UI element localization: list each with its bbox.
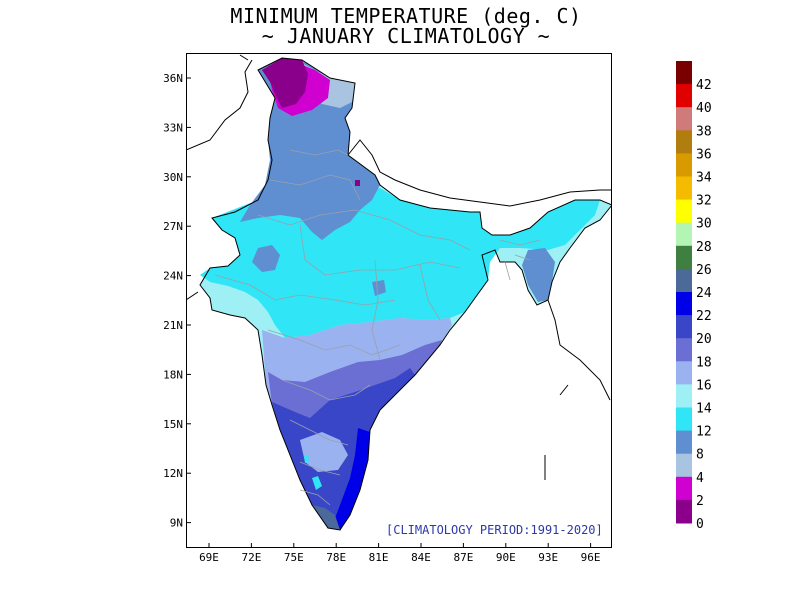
colorbar-label: 0 — [696, 517, 704, 532]
colorbar-segment — [676, 315, 692, 339]
colorbar-segment — [676, 268, 692, 293]
x-tick-label: 84E — [411, 551, 431, 564]
y-tick-label: 12N — [163, 467, 183, 480]
colorbar-label: 12 — [696, 425, 712, 440]
colorbar-segment — [676, 338, 692, 362]
colorbar-segment — [676, 153, 692, 177]
neighbour-border-west — [186, 54, 253, 301]
colorbar-label: 4 — [696, 471, 704, 486]
colorbar-segment — [676, 222, 692, 247]
x-tick-label: 69E — [199, 551, 219, 564]
colorbar-segment — [676, 430, 692, 455]
climatology-period-label: [CLIMATOLOGY PERIOD:1991-2020] — [386, 523, 603, 537]
colorbar-label: 38 — [696, 124, 712, 139]
map-title-line2: ~ JANUARY CLIMATOLOGY ~ — [261, 24, 551, 48]
state-boundaries — [214, 149, 541, 506]
colorbar-segment — [676, 199, 692, 224]
colorbar-label: 20 — [696, 332, 712, 347]
x-tick-label: 75E — [284, 551, 304, 564]
colorbar-label: 42 — [696, 78, 712, 93]
x-tick-label: 93E — [538, 551, 558, 564]
x-tick-label: 78E — [326, 551, 346, 564]
map-frame — [186, 53, 612, 548]
colorbar-label: 24 — [696, 286, 712, 301]
colorbar-label: 40 — [696, 101, 712, 116]
x-axis: 69E 72E 75E 78E 81E 84E 87E 90E 93E 96E — [199, 543, 601, 564]
y-tick-label: 9N — [170, 517, 183, 530]
colorbar-label: 22 — [696, 309, 712, 324]
colorbar-label: 32 — [696, 194, 712, 209]
band-below-0-spot — [355, 180, 360, 186]
colorbar-label: 34 — [696, 171, 712, 186]
x-tick-label: 72E — [241, 551, 261, 564]
colorbar-segment — [676, 107, 692, 131]
y-tick-label: 15N — [163, 418, 183, 431]
band-20-22 — [332, 428, 370, 530]
x-tick-label: 81E — [369, 551, 389, 564]
band-4-8-east-patch — [372, 280, 386, 296]
band-8-12-hills — [304, 455, 309, 463]
y-tick-label: 36N — [163, 72, 183, 85]
colorbar-segment — [676, 61, 692, 85]
colorbar-segment — [676, 499, 692, 524]
band-4-8-central-patch — [252, 245, 280, 272]
colorbar-label: 2 — [696, 494, 704, 509]
colorbar-segment — [676, 292, 692, 316]
colorbar-segment — [676, 476, 692, 501]
y-axis: 36N 33N 30N 27N 24N 21N 18N 15N 12N 9N — [163, 72, 191, 530]
x-tick-label: 96E — [581, 551, 601, 564]
colorbar-segment — [676, 245, 692, 270]
neighbour-border-north — [347, 139, 612, 207]
y-tick-label: 18N — [163, 368, 183, 381]
colorbar-segment — [676, 130, 692, 154]
band-22-24 — [312, 505, 340, 530]
x-tick-label: 90E — [496, 551, 516, 564]
colorbar-segment — [676, 361, 692, 385]
colorbar-label: 30 — [696, 217, 712, 232]
y-tick-label: 33N — [163, 121, 183, 134]
y-tick-label: 30N — [163, 171, 183, 184]
band-4-8-northeast — [522, 248, 555, 302]
x-tick-label: 87E — [453, 551, 473, 564]
colorbar-label: 14 — [696, 402, 712, 417]
colorbar-segment — [676, 384, 692, 408]
colorbar-segment — [676, 407, 692, 432]
colorbar-segment — [676, 176, 692, 201]
colorbar-segment — [676, 453, 692, 478]
colorbar-label: 26 — [696, 263, 712, 278]
map-title-line1: MINIMUM TEMPERATURE (deg. C) — [230, 4, 582, 28]
band-8-12-nilgiri — [312, 476, 322, 490]
y-tick-label: 24N — [163, 270, 183, 283]
colorbar-label: 28 — [696, 240, 712, 255]
map-layer: [CLIMATOLOGY PERIOD:1991-2020] — [186, 54, 612, 537]
colorbar-label: 8 — [696, 448, 704, 463]
colorbar-label: 16 — [696, 378, 712, 393]
neighbour-border-east — [544, 299, 611, 480]
y-tick-label: 27N — [163, 220, 183, 233]
colorbar-segment — [676, 84, 692, 108]
band-below-0 — [262, 58, 308, 108]
colorbar-label: 36 — [696, 147, 712, 162]
y-tick-label: 21N — [163, 319, 183, 332]
colorbar-label: 18 — [696, 355, 712, 370]
india-outline — [199, 57, 612, 531]
